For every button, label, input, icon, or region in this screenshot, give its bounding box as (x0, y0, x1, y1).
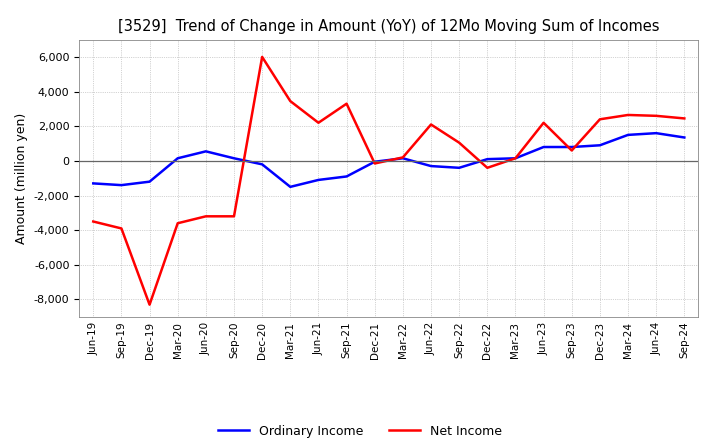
Net Income (286, 99, 294, 104)
Net Income (89, 219, 98, 224)
Net Income (624, 112, 632, 117)
Net Income (399, 155, 408, 160)
Ordinary Income (89, 181, 98, 186)
Net Income (652, 113, 660, 118)
Net Income (483, 165, 492, 170)
Net Income (567, 148, 576, 153)
Ordinary Income (427, 163, 436, 169)
Net Income (145, 302, 154, 307)
Net Income (680, 116, 688, 121)
Ordinary Income (399, 156, 408, 161)
Net Income (455, 140, 464, 145)
Ordinary Income (286, 184, 294, 190)
Net Income (202, 214, 210, 219)
Ordinary Income (258, 161, 266, 167)
Ordinary Income (230, 156, 238, 161)
Ordinary Income (595, 143, 604, 148)
Line: Ordinary Income: Ordinary Income (94, 133, 684, 187)
Net Income (539, 120, 548, 125)
Ordinary Income (511, 156, 520, 161)
Net Income (174, 220, 182, 226)
Net Income (314, 120, 323, 125)
Net Income (427, 122, 436, 127)
Ordinary Income (117, 183, 126, 188)
Net Income (342, 101, 351, 106)
Net Income (230, 214, 238, 219)
Legend: Ordinary Income, Net Income: Ordinary Income, Net Income (213, 420, 507, 440)
Net Income (258, 54, 266, 59)
Ordinary Income (202, 149, 210, 154)
Ordinary Income (539, 144, 548, 150)
Ordinary Income (567, 144, 576, 150)
Net Income (117, 226, 126, 231)
Y-axis label: Amount (million yen): Amount (million yen) (15, 113, 28, 244)
Ordinary Income (483, 157, 492, 162)
Ordinary Income (370, 159, 379, 165)
Ordinary Income (680, 135, 688, 140)
Net Income (370, 161, 379, 166)
Title: [3529]  Trend of Change in Amount (YoY) of 12Mo Moving Sum of Incomes: [3529] Trend of Change in Amount (YoY) o… (118, 19, 660, 34)
Net Income (511, 156, 520, 161)
Net Income (595, 117, 604, 122)
Ordinary Income (624, 132, 632, 138)
Ordinary Income (342, 174, 351, 179)
Ordinary Income (174, 156, 182, 161)
Ordinary Income (652, 131, 660, 136)
Ordinary Income (314, 177, 323, 183)
Ordinary Income (455, 165, 464, 170)
Ordinary Income (145, 179, 154, 184)
Line: Net Income: Net Income (94, 57, 684, 304)
